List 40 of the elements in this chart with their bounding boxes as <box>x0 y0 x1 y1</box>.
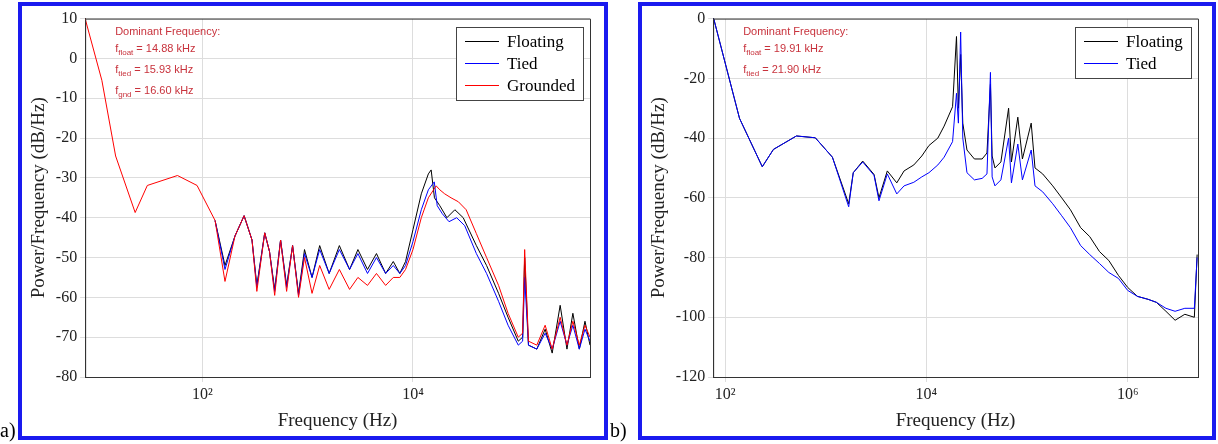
annotation: f$_{tied}$ = 21.90 kHz <box>743 61 823 80</box>
y-tick-label: 0 <box>69 48 78 66</box>
text: b) <box>610 419 627 442</box>
y-tick-label: -70 <box>55 327 78 345</box>
x-axis-title: Frequency (Hz) <box>895 408 1016 431</box>
annotation: f$_{float}$ = 19.91 kHz <box>743 40 825 59</box>
y-tick-label: -10 <box>55 88 78 106</box>
y-tick-label: -60 <box>55 287 78 305</box>
x-tick-label: 10⁴ <box>915 384 938 402</box>
y-tick-label: -80 <box>55 367 78 385</box>
y-tick-label: -20 <box>55 128 78 146</box>
y-tick-label: -40 <box>683 128 706 146</box>
legend-label: Floating <box>1126 31 1183 52</box>
x-axis-title: Frequency (Hz) <box>277 408 398 431</box>
y-tick-label: -40 <box>55 207 78 225</box>
annotation: Dominant Frequency: <box>115 23 221 39</box>
y-tick-label: -120 <box>675 367 706 385</box>
y-tick-label: -80 <box>683 247 706 265</box>
text: a) <box>0 419 16 442</box>
y-axis-title: Power/Frequency (dB/Hz) <box>647 97 670 299</box>
y-tick-label: 10 <box>61 8 78 26</box>
x-tick-label: 10² <box>191 384 213 402</box>
legend-label: Floating <box>507 31 564 52</box>
x-tick-label: 10² <box>714 384 736 402</box>
y-axis-title: Power/Frequency (dB/Hz) <box>27 97 50 299</box>
annotation: f$_{gnd}$ = 16.60 kHz <box>115 82 195 102</box>
y-tick-label: -30 <box>55 168 78 186</box>
x-tick-label: 10⁴ <box>402 384 425 402</box>
y-tick-label: -50 <box>55 247 78 265</box>
x-tick-label: 10⁶ <box>1116 384 1139 402</box>
annotation: f$_{float}$ = 14.88 kHz <box>115 40 197 59</box>
y-tick-label: 0 <box>697 8 706 26</box>
legend-label: Grounded <box>507 75 575 96</box>
legend-label: Tied <box>1126 53 1157 74</box>
y-tick-label: -100 <box>675 307 706 325</box>
y-tick-label: -20 <box>683 68 706 86</box>
y-tick-label: -60 <box>683 188 706 205</box>
annotation: f$_{tied}$ = 15.93 kHz <box>115 61 195 80</box>
legend-label: Tied <box>507 53 538 74</box>
annotation: Dominant Frequency: <box>743 23 849 39</box>
